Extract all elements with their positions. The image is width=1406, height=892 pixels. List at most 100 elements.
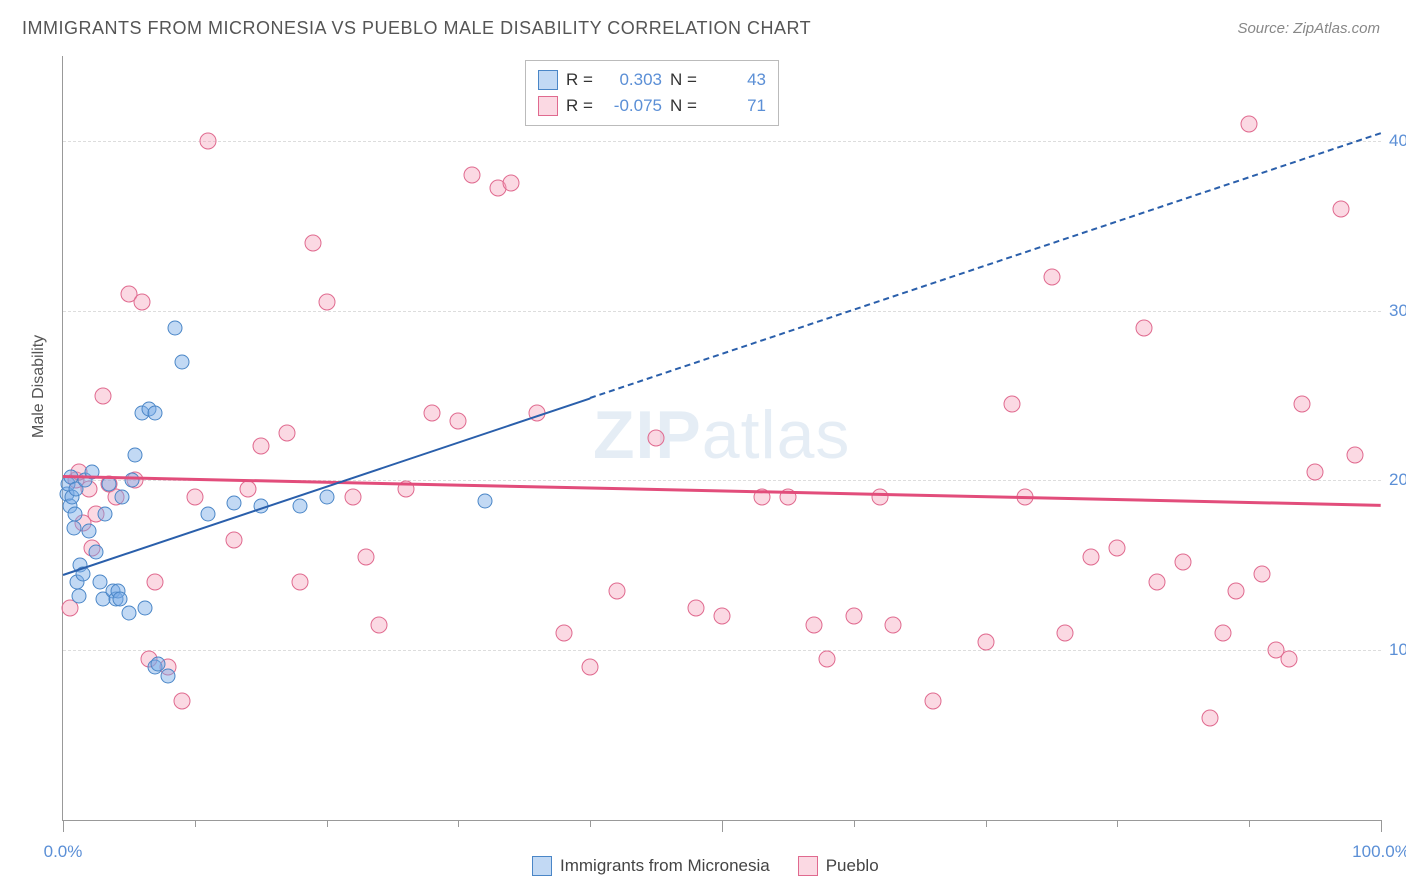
scatter-point-a: [168, 320, 183, 335]
swatch-series-a: [532, 856, 552, 876]
scatter-point-b: [1003, 396, 1020, 413]
xtick: [458, 820, 459, 827]
scatter-point-b: [819, 650, 836, 667]
xtick: [986, 820, 987, 827]
scatter-point-b: [344, 489, 361, 506]
scatter-point-b: [450, 413, 467, 430]
scatter-point-b: [371, 616, 388, 633]
ytick-label: 20.0%: [1389, 470, 1406, 490]
scatter-point-b: [252, 438, 269, 455]
scatter-point-a: [121, 605, 136, 620]
scatter-point-b: [279, 424, 296, 441]
scatter-point-b: [1043, 268, 1060, 285]
scatter-point-b: [1175, 553, 1192, 570]
xtick: [590, 820, 591, 827]
scatter-point-b: [1228, 582, 1245, 599]
scatter-point-b: [806, 616, 823, 633]
scatter-point-b: [872, 489, 889, 506]
scatter-point-b: [885, 616, 902, 633]
scatter-point-a: [477, 493, 492, 508]
scatter-point-b: [1293, 396, 1310, 413]
scatter-point-b: [1346, 446, 1363, 463]
scatter-point-a: [227, 495, 242, 510]
xtick-label: 0.0%: [44, 842, 83, 862]
legend-item-b: Pueblo: [798, 856, 879, 876]
scatter-point-a: [137, 600, 152, 615]
ytick-label: 40.0%: [1389, 131, 1406, 151]
xtick: [722, 820, 723, 832]
scatter-point-b: [147, 574, 164, 591]
legend-label-b: Pueblo: [826, 856, 879, 876]
scatter-point-b: [94, 387, 111, 404]
xtick: [854, 820, 855, 827]
swatch-series-b: [798, 856, 818, 876]
scatter-point-b: [186, 489, 203, 506]
scatter-point-a: [293, 498, 308, 513]
swatch-series-a: [538, 70, 558, 90]
legend-r-value-a: 0.303: [604, 70, 662, 90]
scatter-point-b: [924, 693, 941, 710]
scatter-point-b: [292, 574, 309, 591]
swatch-series-b: [538, 96, 558, 116]
scatter-point-b: [1148, 574, 1165, 591]
scatter-point-b: [1214, 625, 1231, 642]
scatter-point-b: [1201, 710, 1218, 727]
legend-n-value-a: 43: [708, 70, 766, 90]
scatter-point-a: [112, 592, 127, 607]
scatter-point-b: [977, 633, 994, 650]
legend-r-label: R =: [566, 96, 596, 116]
ytick-label: 30.0%: [1389, 301, 1406, 321]
legend-row-b: R = -0.075 N = 71: [538, 93, 766, 119]
legend-item-a: Immigrants from Micronesia: [532, 856, 770, 876]
legend-r-label: R =: [566, 70, 596, 90]
legend-row-a: R = 0.303 N = 43: [538, 67, 766, 93]
scatter-point-a: [67, 507, 82, 522]
scatter-point-b: [134, 294, 151, 311]
scatter-point-b: [358, 548, 375, 565]
series-legend: Immigrants from Micronesia Pueblo: [532, 856, 879, 876]
legend-n-value-b: 71: [708, 96, 766, 116]
legend-n-label: N =: [670, 70, 700, 90]
scatter-point-b: [1333, 200, 1350, 217]
scatter-point-b: [648, 430, 665, 447]
legend-r-value-b: -0.075: [604, 96, 662, 116]
scatter-point-b: [1083, 548, 1100, 565]
scatter-point-a: [200, 507, 215, 522]
xtick: [195, 820, 196, 827]
scatter-point-b: [226, 531, 243, 548]
scatter-point-b: [1307, 463, 1324, 480]
xtick: [1117, 820, 1118, 827]
y-axis-label: Male Disability: [30, 335, 48, 438]
source-attribution: Source: ZipAtlas.com: [1237, 20, 1380, 37]
scatter-point-b: [424, 404, 441, 421]
scatter-point-b: [714, 608, 731, 625]
scatter-point-b: [1254, 565, 1271, 582]
legend-n-label: N =: [670, 96, 700, 116]
scatter-point-a: [115, 490, 130, 505]
scatter-point-b: [687, 599, 704, 616]
xtick: [63, 820, 64, 832]
scatter-point-b: [463, 166, 480, 183]
scatter-point-b: [318, 294, 335, 311]
scatter-point-b: [1241, 115, 1258, 132]
plot-area: ZIPatlas R = 0.303 N = 43 R = -0.075 N =…: [62, 56, 1381, 821]
scatter-point-a: [82, 524, 97, 539]
scatter-point-b: [555, 625, 572, 642]
scatter-point-b: [845, 608, 862, 625]
gridline: [63, 141, 1381, 142]
scatter-point-a: [124, 473, 139, 488]
scatter-point-a: [88, 544, 103, 559]
scatter-point-b: [1280, 650, 1297, 667]
xtick: [1249, 820, 1250, 827]
scatter-point-a: [161, 668, 176, 683]
scatter-point-b: [503, 175, 520, 192]
xtick: [327, 820, 328, 827]
correlation-legend: R = 0.303 N = 43 R = -0.075 N = 71: [525, 60, 779, 126]
scatter-point-b: [608, 582, 625, 599]
scatter-point-b: [1056, 625, 1073, 642]
scatter-point-a: [66, 520, 81, 535]
xtick: [1381, 820, 1382, 832]
chart-title: IMMIGRANTS FROM MICRONESIA VS PUEBLO MAL…: [22, 18, 811, 39]
scatter-point-a: [128, 447, 143, 462]
scatter-point-b: [582, 659, 599, 676]
